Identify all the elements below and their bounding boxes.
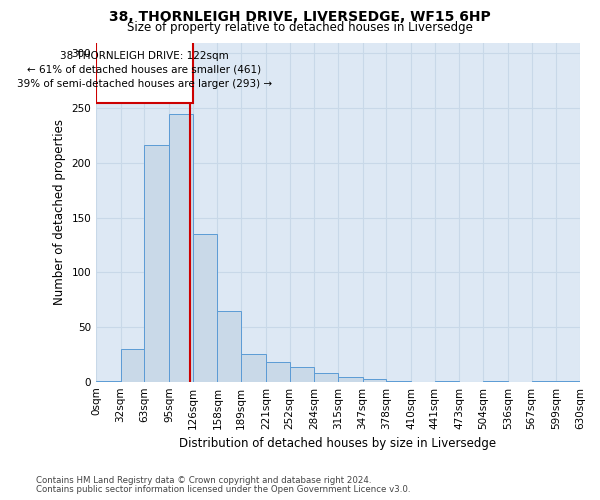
Text: Size of property relative to detached houses in Liversedge: Size of property relative to detached ho…	[127, 21, 473, 34]
Bar	[145, 146, 169, 382]
Bar	[266, 362, 290, 382]
Y-axis label: Number of detached properties: Number of detached properties	[53, 119, 66, 305]
Bar	[169, 114, 193, 382]
Bar	[532, 380, 556, 382]
Bar	[193, 234, 217, 382]
Bar	[241, 354, 266, 382]
Bar	[556, 380, 580, 382]
Bar	[362, 380, 386, 382]
Bar	[435, 380, 460, 382]
Bar	[290, 368, 314, 382]
Text: 39% of semi-detached houses are larger (293) →: 39% of semi-detached houses are larger (…	[17, 79, 272, 89]
FancyBboxPatch shape	[96, 36, 193, 102]
Bar	[217, 310, 241, 382]
Bar	[386, 380, 411, 382]
Bar	[96, 380, 121, 382]
Text: 38, THORNLEIGH DRIVE, LIVERSEDGE, WF15 6HP: 38, THORNLEIGH DRIVE, LIVERSEDGE, WF15 6…	[109, 10, 491, 24]
Bar	[483, 380, 508, 382]
Bar	[314, 373, 338, 382]
X-axis label: Distribution of detached houses by size in Liversedge: Distribution of detached houses by size …	[179, 437, 497, 450]
Text: Contains public sector information licensed under the Open Government Licence v3: Contains public sector information licen…	[36, 485, 410, 494]
Text: 38 THORNLEIGH DRIVE: 122sqm: 38 THORNLEIGH DRIVE: 122sqm	[60, 50, 229, 60]
Bar	[121, 349, 145, 382]
Text: Contains HM Land Registry data © Crown copyright and database right 2024.: Contains HM Land Registry data © Crown c…	[36, 476, 371, 485]
Bar	[338, 378, 362, 382]
Text: ← 61% of detached houses are smaller (461): ← 61% of detached houses are smaller (46…	[28, 65, 262, 75]
